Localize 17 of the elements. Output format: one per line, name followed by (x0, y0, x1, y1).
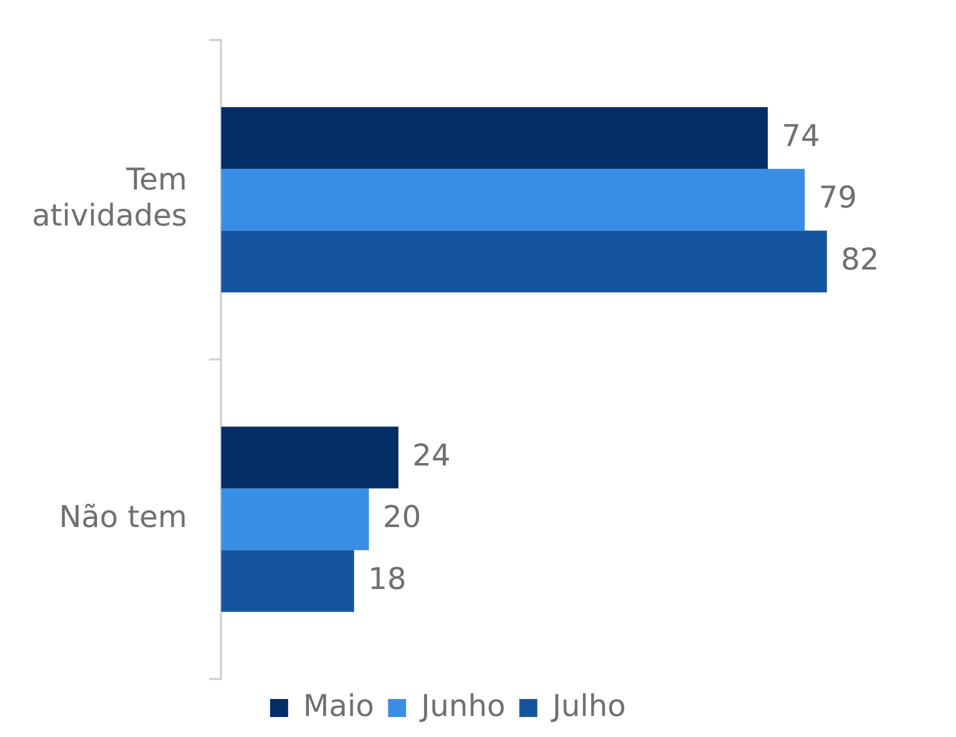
data-label: 79 (818, 180, 857, 216)
y-tick-label: Tem atividades (32, 162, 188, 234)
bar (221, 168, 805, 231)
legend-label: Junho (419, 688, 506, 724)
legend-label: Julho (550, 688, 626, 724)
y-tick-label: Não tem (58, 500, 188, 536)
data-label: 24 (412, 438, 451, 474)
bar (221, 230, 827, 292)
data-label: 74 (782, 118, 820, 154)
bar (221, 107, 768, 169)
data-label: 20 (382, 500, 422, 536)
data-label: 18 (368, 562, 406, 597)
legend-label: Maio (303, 688, 374, 724)
bar (221, 488, 369, 550)
data-label: 82 (840, 242, 880, 278)
bar (221, 550, 354, 612)
bar (221, 426, 398, 488)
